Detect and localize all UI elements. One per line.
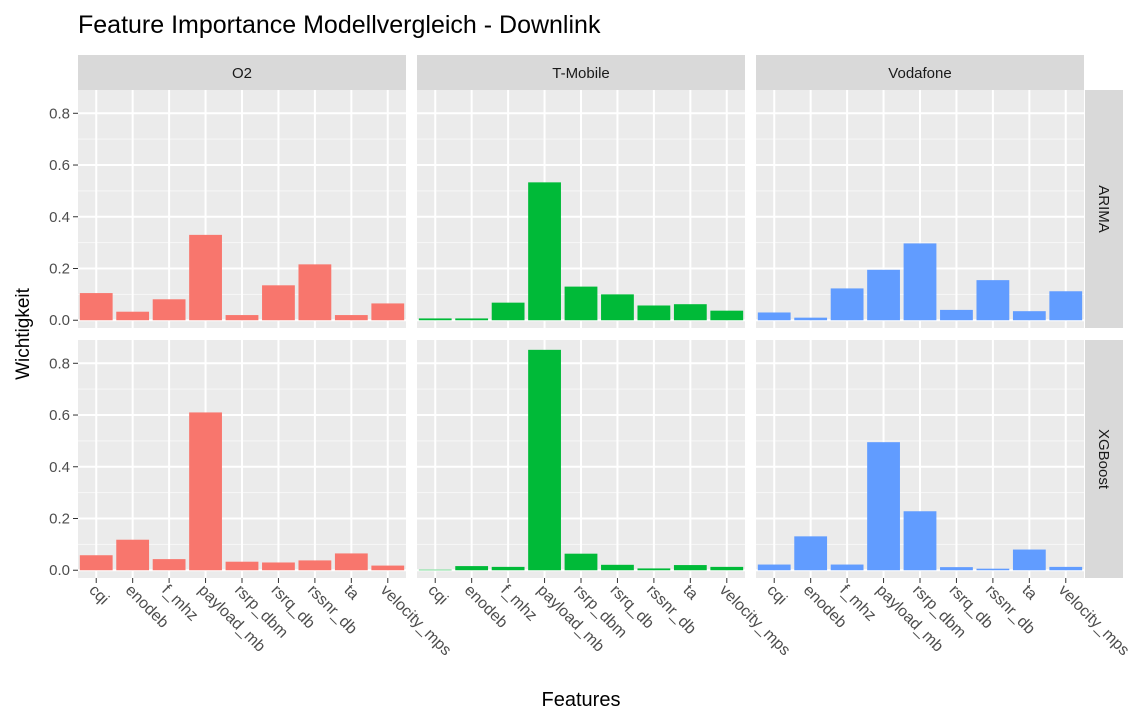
bar-ta — [673, 565, 707, 571]
bar-rsrq_db — [262, 285, 295, 321]
bar-velocity_mps — [1049, 566, 1083, 571]
y-tick-label: 0.8 — [49, 355, 70, 372]
y-tick-label: 0.2 — [49, 261, 70, 278]
bar-enodeb — [455, 318, 489, 321]
bar-velocity_mps — [710, 566, 744, 571]
bar-rssnr_db — [298, 264, 332, 321]
bar-rsrq_db — [940, 309, 973, 321]
facet-strip-label: XGBoost — [1095, 429, 1112, 490]
bar-rsrq_db — [262, 562, 295, 571]
bar-velocity_mps — [371, 303, 405, 321]
facet-strip-row — [1085, 90, 1123, 328]
bar-cqi — [757, 564, 791, 571]
x-tick-label: cqi — [424, 582, 450, 608]
facet-strip-label: T-Mobile — [552, 65, 610, 82]
facet-strip-label: Vodafone — [888, 65, 951, 82]
bar-f_mhz — [491, 566, 525, 571]
bar-rssnr_db — [976, 568, 1010, 571]
bar-rsrp_dbm — [903, 243, 937, 321]
bar-f_mhz — [152, 299, 186, 321]
bar-cqi — [79, 555, 113, 571]
facet-strip-label: O2 — [232, 65, 252, 82]
chart-title: Feature Importance Modellvergleich - Dow… — [78, 11, 601, 39]
bar-rsrq_db — [601, 294, 634, 321]
x-tick-label: ta — [680, 582, 702, 604]
bar-payload_mb — [867, 442, 900, 571]
bar-f_mhz — [491, 302, 525, 321]
bar-ta — [334, 315, 368, 321]
bar-cqi — [418, 569, 452, 571]
bar-cqi — [418, 318, 452, 321]
bar-rsrq_db — [940, 567, 973, 571]
y-axis-label: Wichtigkeit — [13, 287, 34, 380]
facet-strip-column — [78, 55, 406, 90]
bar-ta — [1012, 549, 1046, 571]
bar-rsrp_dbm — [903, 511, 937, 571]
bar-rsrp_dbm — [564, 553, 598, 571]
facet-panel — [756, 90, 1084, 328]
facet-strip-row — [1085, 340, 1123, 578]
bar-payload_mb — [189, 234, 222, 321]
y-tick-label: 0.2 — [49, 511, 70, 528]
bar-rssnr_db — [298, 560, 332, 571]
bar-cqi — [79, 293, 113, 321]
x-tick-label: ta — [1019, 582, 1041, 604]
facet-panel — [78, 340, 406, 578]
bar-ta — [673, 304, 707, 321]
y-tick-label: 0.0 — [49, 312, 70, 329]
bar-payload_mb — [528, 349, 561, 571]
bar-ta — [334, 553, 368, 571]
x-axis-label: Features — [542, 689, 621, 711]
facet-panel — [756, 340, 1084, 578]
bar-f_mhz — [830, 288, 864, 321]
bar-rsrp_dbm — [225, 315, 259, 321]
bar-ta — [1012, 311, 1046, 321]
bar-enodeb — [455, 566, 489, 571]
bar-payload_mb — [528, 182, 561, 321]
bar-velocity_mps — [710, 310, 744, 321]
bar-velocity_mps — [371, 565, 405, 571]
x-tick-label: velocity_mps — [1055, 582, 1132, 659]
bar-enodeb — [794, 317, 828, 321]
y-tick-label: 0.0 — [49, 562, 70, 579]
bar-rsrp_dbm — [225, 561, 259, 571]
bar-enodeb — [116, 539, 150, 571]
facet-panel — [417, 90, 745, 328]
y-tick-label: 0.4 — [49, 459, 70, 476]
facet-panel — [417, 340, 745, 578]
bar-rssnr_db — [637, 568, 671, 571]
bar-enodeb — [116, 311, 150, 321]
y-tick-label: 0.6 — [49, 157, 70, 174]
facet-panel — [78, 90, 406, 328]
x-tick-label: ta — [341, 582, 363, 604]
facet-strip-column — [756, 55, 1084, 90]
bar-rssnr_db — [637, 305, 671, 321]
facet-strip-label: ARIMA — [1095, 185, 1112, 233]
x-tick-label: cqi — [85, 582, 111, 608]
bar-f_mhz — [830, 564, 864, 571]
y-tick-label: 0.6 — [49, 407, 70, 424]
bar-f_mhz — [152, 559, 186, 571]
bar-payload_mb — [189, 412, 222, 571]
x-tick-label: cqi — [763, 582, 789, 608]
bar-velocity_mps — [1049, 291, 1083, 321]
bar-rsrp_dbm — [564, 286, 598, 321]
panels-layer: O2 T-Mobile Vodafone ARIMA XGBoost 0.0 0.2 0.4 0… — [49, 55, 1132, 659]
y-tick-label: 0.8 — [49, 105, 70, 122]
facet-strip-column — [417, 55, 745, 90]
y-tick-label: 0.4 — [49, 209, 70, 226]
bar-enodeb — [794, 536, 828, 571]
bar-payload_mb — [867, 269, 900, 321]
bar-rsrq_db — [601, 564, 634, 571]
bar-rssnr_db — [976, 280, 1010, 321]
bar-cqi — [757, 312, 791, 321]
